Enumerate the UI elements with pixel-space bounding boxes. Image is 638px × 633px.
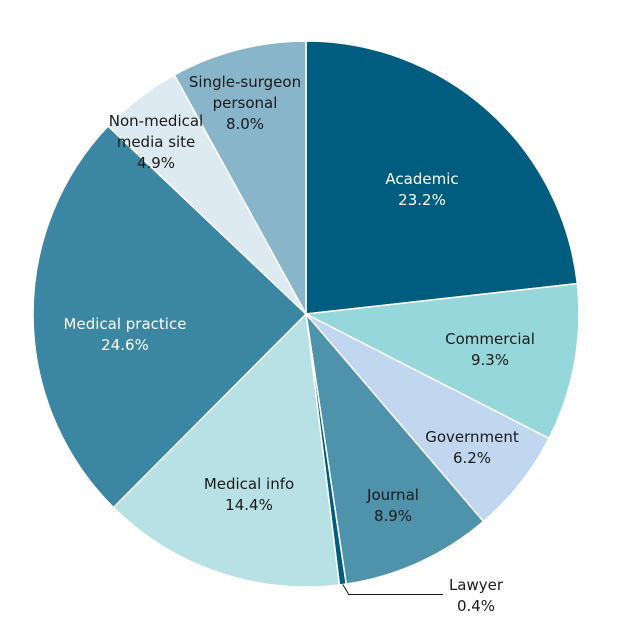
- slice-value-commercial: 9.3%: [471, 351, 509, 369]
- slice-medical-info: [112, 312, 341, 588]
- slice-label-medical-info: Medical info 14.4%: [204, 475, 294, 514]
- slice-label-lawyer: Lawyer 0.4%: [449, 576, 504, 615]
- slice-single-surgeon-personal: [173, 40, 307, 315]
- slice-value-lawyer: 0.4%: [457, 597, 495, 615]
- slice-labels: Academic 23.2% Commercial 9.3% Government 6.2…: [64, 73, 535, 615]
- slice-value-medical-info: 14.4%: [225, 496, 273, 514]
- leader-line-lawyer: [342, 584, 443, 595]
- slice-academic: [305, 40, 579, 315]
- leader-lines: [342, 584, 443, 595]
- slice-label-academic: Academic 23.2%: [385, 170, 458, 209]
- slice-value-journal: 8.9%: [374, 507, 412, 525]
- slice-label-non-medical-media-site: Non-medical media site 4.9%: [109, 112, 203, 172]
- slice-value-academic: 23.2%: [398, 191, 446, 209]
- pie-slices: [32, 40, 580, 588]
- slice-label-journal: Journal 8.9%: [366, 486, 419, 525]
- slice-commercial: [303, 282, 580, 440]
- slice-value-government: 6.2%: [453, 449, 491, 467]
- slice-medical-practice: [32, 124, 308, 509]
- slice-value-medical-practice: 24.6%: [101, 336, 149, 354]
- slice-label-medical-practice: Medical practice 24.6%: [64, 315, 187, 354]
- slice-journal: [304, 311, 485, 585]
- slice-value-non-medical-media-site: 4.9%: [137, 154, 175, 172]
- slice-value-single-surgeon-personal: 8.0%: [226, 115, 264, 133]
- slice-label-commercial: Commercial 9.3%: [445, 330, 535, 369]
- slice-label-government: Government 6.2%: [425, 428, 519, 467]
- slice-label-single-surgeon-personal: Single-surgeon personal 8.0%: [189, 73, 301, 133]
